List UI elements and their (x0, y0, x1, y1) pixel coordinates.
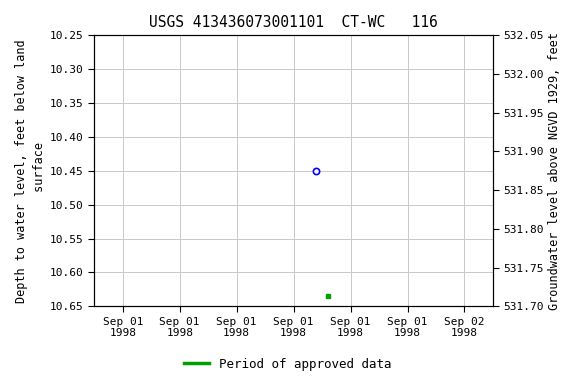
Y-axis label: Depth to water level, feet below land
 surface: Depth to water level, feet below land su… (15, 39, 46, 303)
Title: USGS 413436073001101  CT-WC   116: USGS 413436073001101 CT-WC 116 (149, 15, 438, 30)
Y-axis label: Groundwater level above NGVD 1929, feet: Groundwater level above NGVD 1929, feet (548, 32, 561, 310)
Legend: Period of approved data: Period of approved data (179, 353, 397, 376)
